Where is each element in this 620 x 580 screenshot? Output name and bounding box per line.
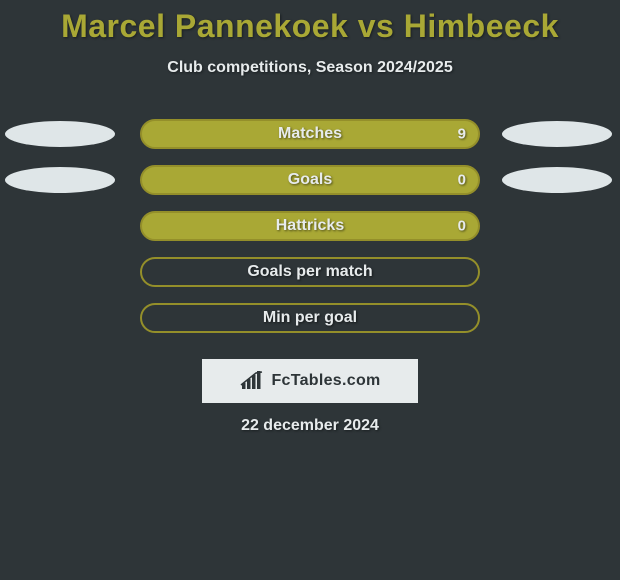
stat-label: Hattricks xyxy=(276,217,344,235)
stat-bar: Matches 9 xyxy=(140,119,480,149)
page-subtitle: Club competitions, Season 2024/2025 xyxy=(0,59,620,77)
stat-bar: Hattricks 0 xyxy=(140,211,480,241)
stat-label: Matches xyxy=(278,125,342,143)
player2-name: Himbeeck xyxy=(404,8,559,44)
page-title: Marcel Pannekoek vs Himbeeck xyxy=(0,0,620,45)
player1-name: Marcel Pannekoek xyxy=(61,8,348,44)
right-ellipse xyxy=(502,121,612,147)
right-ellipse xyxy=(502,167,612,193)
stat-row: Hattricks 0 xyxy=(0,203,620,249)
stat-value-right: 9 xyxy=(458,126,466,143)
page-root: Marcel Pannekoek vs Himbeeck Club compet… xyxy=(0,0,620,580)
stat-value-right: 0 xyxy=(458,218,466,235)
vs-text: vs xyxy=(348,8,403,44)
stat-value-right: 0 xyxy=(458,172,466,189)
stat-row: Matches 9 xyxy=(0,111,620,157)
brand-box[interactable]: FcTables.com xyxy=(202,359,418,403)
brand-text: FcTables.com xyxy=(271,372,380,390)
stat-bar: Min per goal xyxy=(140,303,480,333)
generation-date: 22 december 2024 xyxy=(0,417,620,435)
left-ellipse xyxy=(5,121,115,147)
stat-row: Goals per match xyxy=(0,249,620,295)
stat-row: Min per goal xyxy=(0,295,620,341)
stats-container: Matches 9 Goals 0 Hattricks 0 Goals per match M… xyxy=(0,111,620,341)
stat-label: Goals xyxy=(288,171,332,189)
stat-bar: Goals per match xyxy=(140,257,480,287)
brand-chart-icon xyxy=(239,371,265,391)
stat-label: Min per goal xyxy=(263,309,357,327)
stat-row: Goals 0 xyxy=(0,157,620,203)
stat-bar: Goals 0 xyxy=(140,165,480,195)
left-ellipse xyxy=(5,167,115,193)
stat-label: Goals per match xyxy=(247,263,372,281)
